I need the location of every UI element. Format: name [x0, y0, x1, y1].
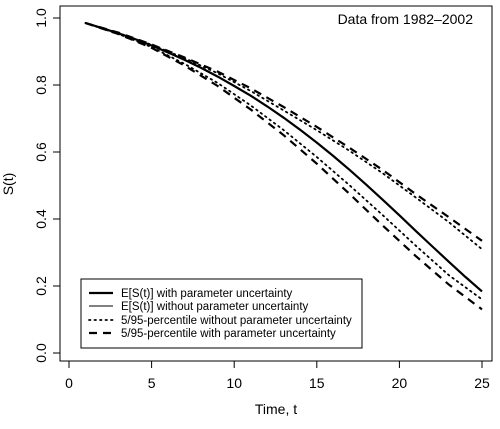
- series-line: [85, 21, 483, 293]
- x-tick-label: 5: [148, 375, 156, 391]
- y-axis-label: S(t): [0, 173, 16, 196]
- y-tick-label: 0.0: [33, 343, 49, 363]
- x-tick-label: 15: [309, 375, 325, 391]
- y-tick-label: 0.4: [33, 209, 49, 229]
- legend: E[S(t)] with parameter uncertaintyE[S(t)…: [80, 278, 363, 349]
- series-layer: [84, 21, 483, 311]
- y-tick-label: 1.0: [33, 8, 49, 28]
- x-tick-label: 25: [474, 375, 490, 391]
- y-tick-label: 0.6: [33, 142, 49, 162]
- legend-label: E[S(t)] without parameter uncertainty: [121, 301, 309, 313]
- y-tick-label: 0.8: [33, 75, 49, 95]
- x-tick-label: 20: [392, 375, 408, 391]
- axes: 0 5 10 15 20 25 0.0 0.2 0.4 0.6 0.8 1.0: [33, 8, 490, 391]
- series-line: [85, 22, 483, 292]
- series-line-upper: [84, 22, 483, 251]
- x-axis-label: Time, t: [255, 401, 297, 417]
- series-line-upper: [85, 21, 483, 242]
- series-line-lower: [84, 22, 483, 301]
- legend-box: [80, 278, 363, 349]
- legend-label: 5/95-percentile without parameter uncert…: [121, 315, 352, 327]
- y-tick-label: 0.2: [33, 276, 49, 296]
- data-period-annotation: Data from 1982–2002: [338, 11, 474, 27]
- x-tick-label: 0: [65, 375, 73, 391]
- series-line-lower: [85, 21, 483, 311]
- plot-frame: [59, 5, 493, 362]
- legend-label: 5/95-percentile with parameter uncertain…: [121, 328, 336, 340]
- x-tick-label: 10: [226, 375, 242, 391]
- legend-label: E[S(t)] with parameter uncertainty: [121, 288, 293, 300]
